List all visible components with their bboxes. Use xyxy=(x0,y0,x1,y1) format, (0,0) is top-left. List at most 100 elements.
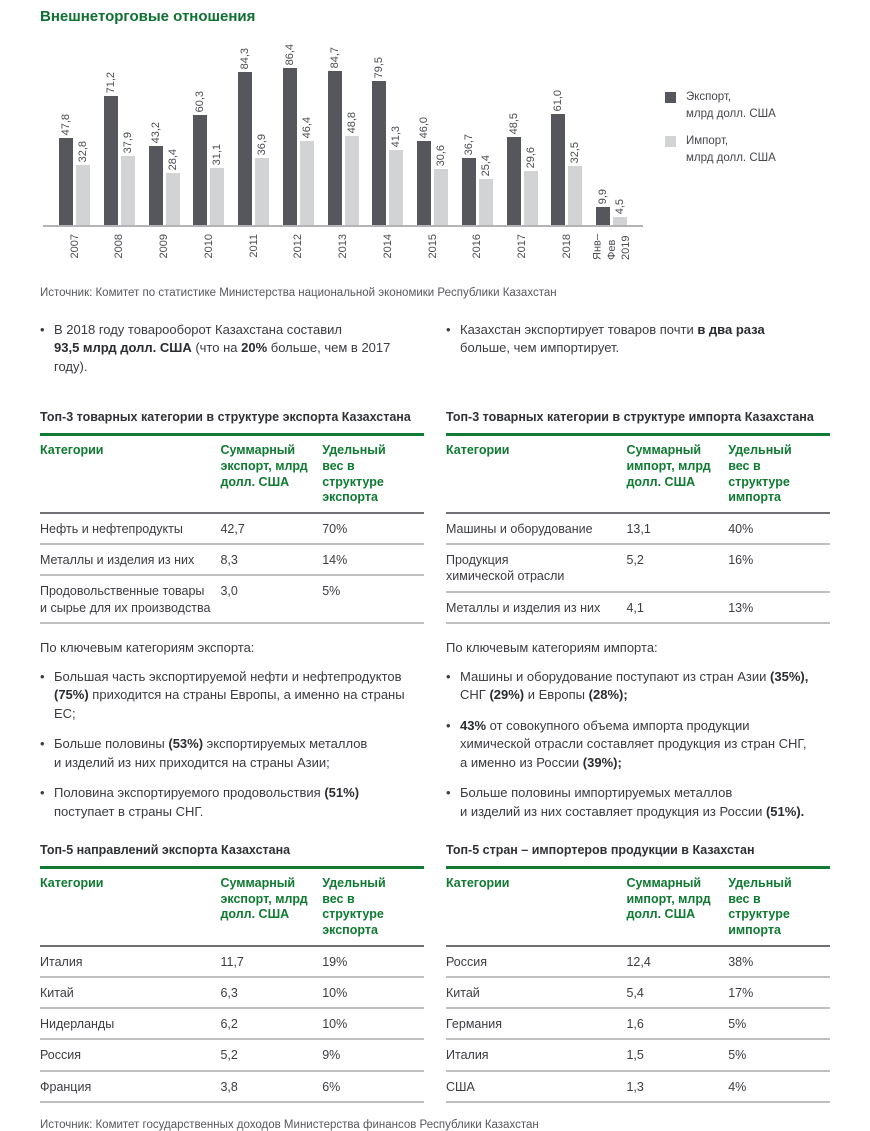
import-bar: 31,1 xyxy=(210,144,225,225)
column-header: Удельный вес в структуре импорта xyxy=(728,443,792,505)
data-table: Категории Суммарный экспорт, млрд долл. С… xyxy=(40,433,424,624)
export-bar: 86,4 xyxy=(282,44,297,225)
legend-item: Импорт, млрд долл. США xyxy=(665,133,776,166)
export-bar: 43,2 xyxy=(148,122,163,225)
chart-category-group: 60,3 31,1 2010 xyxy=(193,37,225,258)
key-category-bullets-row: По ключевым категориям экспорта: Большая … xyxy=(40,640,830,821)
import-bar: 30,6 xyxy=(434,145,448,225)
column-header: Суммарный экспорт, млрд долл. США xyxy=(220,876,308,922)
table-cell: 13,1 xyxy=(626,521,651,536)
bar-value-label: 37,9 xyxy=(121,131,134,153)
bullet-item: Половина экспортируемого продовольствия … xyxy=(40,784,424,821)
export-bar: 46,0 xyxy=(417,117,431,225)
bar-value-label: 36,7 xyxy=(462,133,475,155)
bar-value-label: 43,2 xyxy=(149,121,162,143)
table-cell: 3,0 xyxy=(220,584,238,599)
bullet-item: Казахстан экспортирует товаров почти в д… xyxy=(446,321,830,376)
column-header: Категории xyxy=(40,876,104,891)
column-header: Суммарный импорт, млрд долл. США xyxy=(626,443,711,489)
table-head: Категории Суммарный экспорт, млрд долл. С… xyxy=(40,867,424,946)
table-row: Металлы и изделия из них 4,1 13% xyxy=(446,592,830,623)
bar-value-label: 79,5 xyxy=(373,56,386,78)
bullet-item: Большая часть экспортируемой нефти и неф… xyxy=(40,668,424,723)
bar-value-label: 32,5 xyxy=(569,141,582,163)
bullet-marker xyxy=(446,784,460,821)
bar-value-label: 84,7 xyxy=(328,46,341,68)
table-cell: 4% xyxy=(728,1079,747,1094)
table-cell: 38% xyxy=(728,954,754,969)
table-cell: Нефть и нефтепродукты xyxy=(40,521,183,536)
column-header: Категории xyxy=(446,443,510,458)
x-axis-label: 2013 xyxy=(336,234,349,259)
x-axis-label: 2017 xyxy=(515,234,528,259)
table-row: Франция 3,8 6% xyxy=(40,1071,424,1102)
bullet-text: Большая часть экспортируемой нефти и неф… xyxy=(54,668,405,721)
table-cell: 12,4 xyxy=(626,954,651,969)
legend-item: Экспорт, млрд долл. США xyxy=(665,89,776,122)
table-cell: 40% xyxy=(728,521,754,536)
x-axis-label: 2014 xyxy=(381,234,394,259)
bullet-text: Казахстан экспортирует товаров почти в д… xyxy=(460,322,765,356)
top5-tables-row: Топ-5 направлений экспорта Казахстана Кат… xyxy=(40,843,830,1103)
x-axis-label: 2011 xyxy=(247,234,260,258)
legend-label: Импорт, млрд долл. США xyxy=(686,135,776,165)
table-cell: 19% xyxy=(322,954,348,969)
column-header: Удельный вес в структуре импорта xyxy=(728,876,792,937)
import-bar: 32,8 xyxy=(76,141,90,225)
table-cell: Металлы и изделия из них xyxy=(40,553,195,568)
bullet-text: Больше половины импортируемых металлов и… xyxy=(460,785,805,819)
chart-category-group: 9,9 4,5 Янв– Фев 2019 xyxy=(591,37,632,260)
column-header: Категории xyxy=(40,443,104,458)
column-header: Категории xyxy=(446,876,510,891)
bar-value-label: 48,8 xyxy=(345,111,358,133)
bar-value-label: 25,4 xyxy=(479,154,492,176)
table-top3-import-categories: Топ-3 товарных категории в структуре имп… xyxy=(446,410,830,624)
import-legend-swatch xyxy=(665,136,676,148)
table-body: Машины и оборудование 13,1 40% Продукция хи… xyxy=(446,513,830,623)
bullet-group-intro: По ключевым категориям импорта: xyxy=(446,639,658,655)
table-row: Италия 11,7 19% xyxy=(40,946,424,977)
table-cell: Продукция химической отрасли xyxy=(446,553,565,584)
x-axis-label: 2016 xyxy=(471,234,484,259)
table-row: Германия 1,6 5% xyxy=(446,1008,830,1040)
table-cell: Нидерланды xyxy=(40,1017,115,1032)
import-bar: 32,5 xyxy=(568,142,583,225)
export-bar: 9,9 xyxy=(596,189,610,225)
table-header-row: Категории Суммарный импорт, млрд долл. СШ… xyxy=(446,867,830,946)
chart-legend: Экспорт, млрд долл. США Импорт, млрд долл… xyxy=(665,89,776,178)
chart-category-group: 71,2 37,9 2008 xyxy=(103,37,135,258)
table-cell: Германия xyxy=(446,1017,503,1032)
table-head: Категории Суммарный экспорт, млрд долл. С… xyxy=(40,434,424,513)
table-cell: 5% xyxy=(322,584,341,599)
column-header: Удельный вес в структуре экспорта xyxy=(322,876,386,937)
x-axis-label: Янв– Фев 2019 xyxy=(591,234,632,260)
bullet-group-intro: По ключевым категориям экспорта: xyxy=(40,639,255,655)
table-head: Категории Суммарный импорт, млрд долл. СШ… xyxy=(446,867,830,946)
table-row: Машины и оборудование 13,1 40% xyxy=(446,513,830,545)
table-cell: 11,7 xyxy=(220,954,244,969)
column-header: Суммарный импорт, млрд долл. США xyxy=(626,876,711,922)
bar-value-label: 84,3 xyxy=(239,47,251,69)
table-row: Продовольственные товары и сырье для их … xyxy=(40,575,424,623)
chart-category-group: 48,5 29,6 2017 xyxy=(506,37,538,258)
table-title: Топ-3 товарных категории в структуре имп… xyxy=(446,410,814,425)
table-cell: 1,3 xyxy=(626,1079,644,1094)
import-bar: 41,3 xyxy=(389,126,404,225)
chart-category-group: 61,0 32,5 2018 xyxy=(551,37,583,258)
bar-value-label: 36,9 xyxy=(256,133,268,155)
table-head: Категории Суммарный импорт, млрд долл. СШ… xyxy=(446,434,830,513)
data-table: Категории Суммарный импорт, млрд долл. СШ… xyxy=(446,866,830,1103)
export-import-bar-chart: 47,8 32,8 2007 71,2 37,9 2008 43,2 28,4 2009 60,3… xyxy=(40,37,830,279)
table-cell: 8,3 xyxy=(220,553,238,568)
x-axis-label: 2009 xyxy=(157,234,170,259)
chart-category-group: 43,2 28,4 2009 xyxy=(148,37,180,258)
bar-value-label: 28,4 xyxy=(166,148,179,170)
export-bar: 47,8 xyxy=(59,114,73,225)
data-table: Категории Суммарный импорт, млрд долл. СШ… xyxy=(446,433,830,624)
table-row: Продукция химической отрасли 5,2 16% xyxy=(446,544,830,592)
chart-category-group: 84,7 48,8 2013 xyxy=(327,37,359,258)
export-bar: 60,3 xyxy=(193,91,208,225)
table-row: Китай 6,3 10% xyxy=(40,977,424,1009)
bar-value-label: 9,9 xyxy=(597,188,609,204)
table-cell: Металлы и изделия из них xyxy=(446,600,601,615)
